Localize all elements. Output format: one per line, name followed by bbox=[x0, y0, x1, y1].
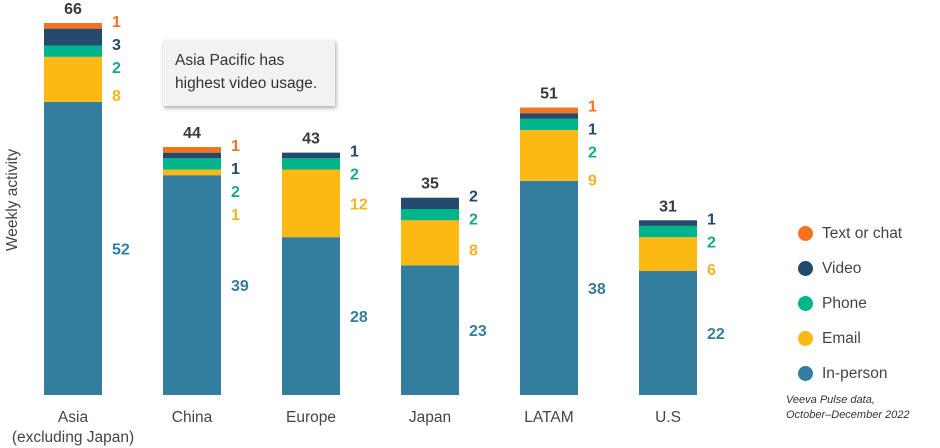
x-tick-label: Japan bbox=[409, 409, 451, 426]
callout-line-1: Asia Pacific has bbox=[175, 52, 285, 69]
x-tick-label: Europe bbox=[286, 409, 336, 426]
bar-segment-in-person bbox=[282, 237, 340, 395]
bar-segment-email bbox=[44, 56, 102, 102]
legend-item-text-or-chat: Text or chat bbox=[798, 216, 902, 251]
legend-swatch-icon bbox=[798, 226, 813, 241]
value-label-in-person: 28 bbox=[350, 309, 368, 326]
value-label-video: 1 bbox=[588, 122, 597, 139]
bar-segment-in-person bbox=[163, 175, 221, 395]
bar-segment-phone bbox=[520, 118, 578, 131]
bar-segment-text-or-chat bbox=[520, 107, 578, 114]
value-label-email: 8 bbox=[469, 242, 478, 259]
legend-item-in-person: In-person bbox=[798, 356, 902, 391]
value-label-text-or-chat: 1 bbox=[112, 14, 121, 31]
bar-segment-email bbox=[520, 130, 578, 181]
total-label: 31 bbox=[659, 198, 677, 215]
value-label-email: 12 bbox=[350, 196, 368, 213]
value-label-text-or-chat: 1 bbox=[588, 99, 597, 116]
bar-segment-text-or-chat bbox=[44, 23, 102, 29]
bar-segment-phone bbox=[639, 225, 697, 238]
annotation-callout: Asia Pacific has highest video usage. bbox=[163, 40, 335, 106]
legend-label: Video bbox=[822, 259, 862, 277]
bar-segment-email bbox=[639, 237, 697, 271]
legend-item-email: Email bbox=[798, 321, 902, 356]
value-label-email: 8 bbox=[112, 88, 121, 105]
value-label-video: 2 bbox=[469, 189, 478, 206]
value-label-in-person: 23 bbox=[469, 323, 487, 340]
value-label-in-person: 22 bbox=[707, 326, 725, 343]
bar-segment-in-person bbox=[44, 101, 102, 395]
total-label: 44 bbox=[183, 125, 201, 142]
value-label-phone: 2 bbox=[231, 184, 240, 201]
bar-segment-phone bbox=[44, 45, 102, 57]
legend-swatch-icon bbox=[798, 366, 813, 381]
source-line-2: October–December 2022 bbox=[786, 409, 910, 421]
bar-segment-video bbox=[282, 152, 340, 159]
legend: Text or chat Video Phone Email In-person bbox=[798, 216, 902, 391]
bar-segment-video bbox=[401, 197, 459, 209]
legend-item-phone: Phone bbox=[798, 286, 902, 321]
bar-segment-email bbox=[282, 169, 340, 238]
x-tick-label: U.S bbox=[655, 409, 681, 426]
legend-swatch-icon bbox=[798, 331, 813, 346]
total-label: 43 bbox=[302, 131, 320, 148]
value-label-in-person: 38 bbox=[588, 281, 606, 298]
bar-segment-in-person bbox=[520, 180, 578, 395]
legend-swatch-icon bbox=[798, 296, 813, 311]
bar-segment-phone bbox=[282, 158, 340, 170]
source-line-1: Veeva Pulse data, bbox=[786, 394, 875, 406]
bar-segment-phone bbox=[163, 158, 221, 170]
source-note: Veeva Pulse data, October–December 2022 bbox=[786, 393, 910, 423]
value-label-in-person: 52 bbox=[112, 241, 130, 258]
value-label-phone: 2 bbox=[707, 234, 716, 251]
bar-segment-video bbox=[520, 113, 578, 119]
bar-segment-email bbox=[163, 169, 221, 176]
x-tick-label: China bbox=[172, 409, 213, 426]
value-label-email: 6 bbox=[707, 262, 716, 279]
legend-label: Phone bbox=[822, 294, 867, 312]
legend-item-video: Video bbox=[798, 251, 902, 286]
value-label-email: 9 bbox=[588, 172, 597, 189]
value-label-video: 1 bbox=[707, 211, 716, 228]
y-axis-label: Weekly activity bbox=[4, 148, 21, 252]
value-label-video: 1 bbox=[350, 144, 359, 161]
total-label: 51 bbox=[540, 86, 558, 103]
x-tick-label: Asia bbox=[58, 409, 89, 426]
legend-label: Text or chat bbox=[822, 224, 903, 242]
callout-line-2: highest video usage. bbox=[175, 75, 318, 92]
legend-swatch-icon bbox=[798, 261, 813, 276]
value-label-email: 1 bbox=[231, 207, 240, 224]
legend-label: In-person bbox=[822, 364, 888, 382]
bar-segment-in-person bbox=[639, 271, 697, 395]
x-tick-label: LATAM bbox=[524, 409, 573, 426]
value-label-phone: 2 bbox=[588, 145, 597, 162]
bar-segment-text-or-chat bbox=[163, 147, 221, 153]
bar-segment-phone bbox=[401, 209, 459, 221]
bar-segment-video bbox=[639, 220, 697, 226]
bar-segment-video bbox=[163, 152, 221, 159]
value-label-video: 3 bbox=[112, 37, 121, 54]
legend-label: Email bbox=[822, 329, 861, 347]
value-label-video: 1 bbox=[231, 161, 240, 178]
total-label: 35 bbox=[421, 176, 439, 193]
total-label: 66 bbox=[64, 1, 82, 18]
bar-segment-in-person bbox=[401, 265, 459, 395]
value-label-phone: 2 bbox=[469, 212, 478, 229]
value-label-text-or-chat: 1 bbox=[231, 138, 240, 155]
value-label-in-person: 39 bbox=[231, 278, 249, 295]
value-label-phone: 2 bbox=[112, 60, 121, 77]
x-tick-label: (excluding Japan) bbox=[12, 429, 134, 446]
value-label-phone: 2 bbox=[350, 167, 359, 184]
bar-segment-email bbox=[401, 220, 459, 266]
bar-segment-video bbox=[44, 28, 102, 46]
